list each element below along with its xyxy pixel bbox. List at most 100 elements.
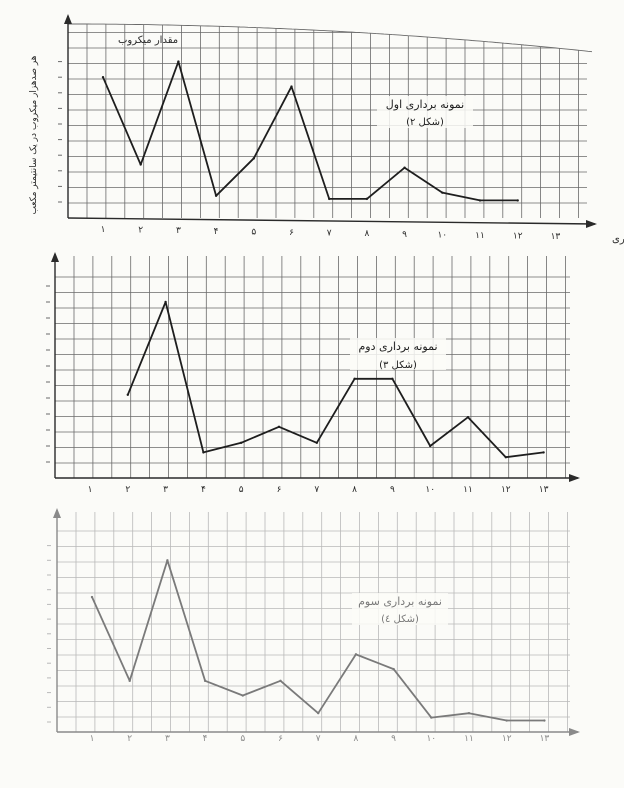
- title-background: [377, 96, 473, 128]
- data-point: [202, 451, 205, 454]
- x-tick-label: ۳: [176, 226, 181, 236]
- chart-title: نمونه برداری سوم: [358, 595, 442, 608]
- x-axis-arrowhead: [569, 474, 580, 482]
- x-tick-label: ۱۱: [475, 231, 485, 241]
- x-axis-arrowhead: [586, 220, 597, 228]
- chart-subtitle: (شکل ۲): [406, 117, 444, 128]
- data-point: [466, 416, 470, 419]
- y-axis-side-label: هر صدهزار میکروب در یک سانتیمتر مکعب: [29, 55, 39, 214]
- data-point: [504, 456, 507, 459]
- data-point: [126, 393, 129, 396]
- chart-subtitle: (شکل ٤): [381, 614, 419, 625]
- data-point: [177, 60, 180, 63]
- x-tick-label: ۹: [390, 485, 395, 495]
- series-line: [91, 559, 545, 722]
- x-tick-label: ۱۰: [437, 230, 447, 240]
- x-tick-label: ۱: [101, 225, 106, 235]
- x-tick-label: ۸: [352, 485, 357, 495]
- data-point: [203, 679, 207, 683]
- x-tick-label: ۱۰: [426, 734, 436, 744]
- data-point: [365, 197, 369, 201]
- x-tick-label: ۱۱: [463, 485, 473, 495]
- x-tick-label: ۸: [364, 229, 369, 239]
- x-tick-label: ۷: [314, 485, 319, 495]
- x-tick-label: ۷: [316, 734, 321, 744]
- data-point: [166, 559, 169, 562]
- x-tick-label: ۸: [353, 734, 358, 744]
- data-point: [392, 667, 395, 671]
- x-tick-label: ۳: [163, 485, 168, 495]
- y-axis-arrowhead: [51, 252, 59, 262]
- x-tick-label: ۶: [277, 485, 282, 495]
- data-point: [328, 197, 331, 201]
- data-point: [478, 199, 482, 202]
- title-background: [350, 338, 446, 370]
- x-tick-label: ۱۰: [425, 485, 435, 495]
- x-tick-label: ۵: [251, 227, 256, 237]
- data-point: [403, 166, 406, 169]
- data-point: [90, 595, 94, 599]
- data-point: [164, 300, 167, 304]
- data-point: [290, 85, 293, 88]
- x-axis-arrowhead: [569, 728, 580, 736]
- x-tick-label: ۷: [327, 229, 332, 239]
- data-point: [101, 76, 105, 79]
- data-point: [240, 441, 243, 444]
- x-tick-label: ۱۳: [551, 232, 561, 242]
- x-tick-label: ۶: [278, 734, 283, 744]
- x-tick-label: ۱: [90, 734, 95, 744]
- data-point: [241, 694, 244, 697]
- y-axis-arrowhead: [64, 14, 72, 24]
- data-point: [429, 444, 432, 448]
- data-point: [128, 679, 131, 683]
- plot-grid: [68, 23, 593, 218]
- data-point: [505, 719, 508, 722]
- x-tick-label: ۵: [240, 734, 245, 744]
- data-point: [441, 191, 444, 194]
- chart-title: نمونه برداری دوم: [358, 340, 437, 353]
- data-point: [467, 711, 471, 715]
- data-point: [353, 377, 356, 380]
- title-background: [352, 593, 448, 625]
- x-tick-label: ۶: [289, 228, 294, 238]
- grid-top-border: [68, 23, 593, 53]
- data-point: [214, 194, 218, 197]
- data-point: [315, 441, 318, 444]
- plot-grid: [55, 256, 570, 478]
- data-point: [252, 157, 255, 160]
- x-tick-label: ۴: [201, 485, 206, 495]
- data-point: [354, 653, 358, 656]
- x-tick-label: ۲: [138, 226, 143, 236]
- x-tick-label: ۴: [203, 734, 208, 744]
- data-point: [391, 377, 394, 380]
- x-tick-label: ۲: [125, 485, 130, 495]
- data-point: [279, 679, 282, 683]
- x-tick-label: ۱۳: [539, 485, 549, 495]
- data-point: [542, 451, 545, 454]
- x-tick-label: ۱۲: [513, 232, 523, 242]
- data-point: [317, 711, 320, 715]
- series-line: [102, 60, 518, 202]
- x-tick-label: ۴: [214, 227, 219, 237]
- x-tick-label: ۵: [239, 485, 244, 495]
- x-tick-label: ۱۳: [540, 734, 550, 744]
- x-tick-label: ۱۲: [501, 485, 511, 495]
- x-tick-label: ۹: [402, 230, 407, 240]
- data-point: [430, 716, 433, 719]
- x-tick-label: ۱۱: [464, 734, 474, 744]
- data-point: [543, 719, 546, 722]
- x-tick-label: ۱۲: [502, 734, 512, 744]
- x-tick-label: ۹: [391, 734, 396, 744]
- x-tick-label: ۲: [127, 734, 132, 744]
- chart-subtitle: (شکل ۳): [379, 360, 417, 371]
- y-axis-arrowhead: [53, 508, 61, 518]
- data-point: [516, 199, 519, 202]
- x-tick-label: ۱: [88, 485, 93, 495]
- chart-title: نمونه برداری اول: [386, 98, 464, 111]
- data-point: [277, 425, 281, 428]
- x-tick-label: ۳: [165, 734, 170, 744]
